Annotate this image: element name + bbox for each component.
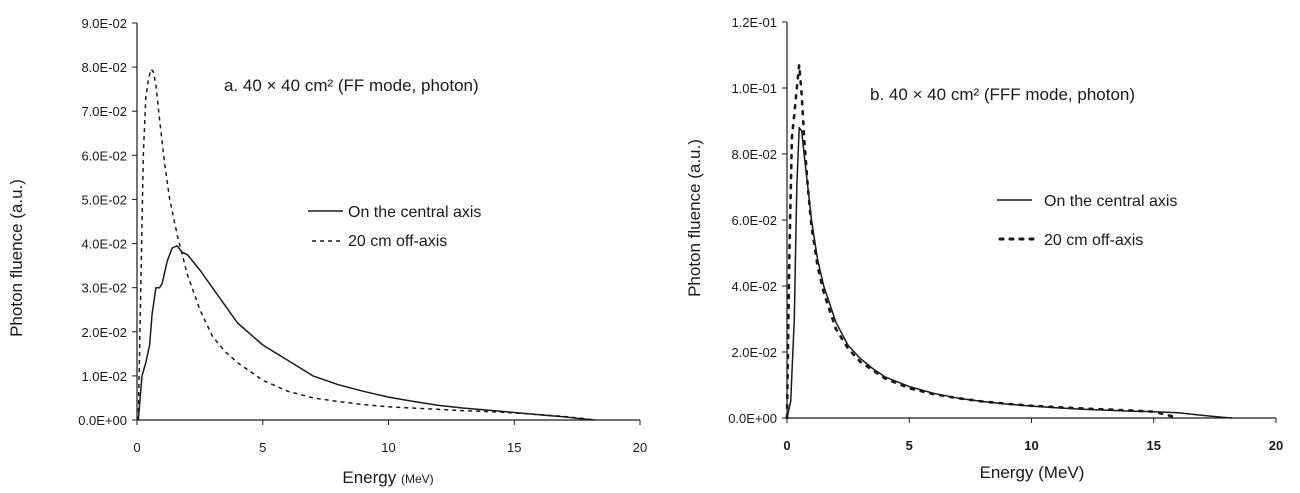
x-axis-label-text: Energy — [342, 468, 396, 487]
x-axis-label-unit: (MeV) — [401, 472, 434, 486]
x-tick-group: 0 5 10 15 20 — [783, 418, 1283, 453]
y-tick-label: 4.0E-02 — [81, 237, 127, 252]
chart-panel-a: 0 5 10 15 20 0.0E+00 1.0E-02 2.0E-02 3.0E-02 4.0… — [7, 16, 647, 487]
y-tick-label: 4.0E-02 — [731, 279, 777, 294]
y-tick-group: 0.0E+00 2.0E-02 4.0E-02 6.0E-02 8.0E-02 1.0E-… — [728, 15, 787, 426]
series-group — [137, 68, 595, 421]
y-axis-label: Photon fluence (a.u.) — [685, 139, 704, 297]
series-line-off-axis — [137, 68, 595, 421]
y-tick-label: 0.0E+00 — [728, 411, 777, 426]
chart-title: a. 40 × 40 cm² (FF mode, photon) — [224, 76, 479, 95]
y-tick-label: 1.0E-02 — [81, 369, 127, 384]
chart-panel-b: 0 5 10 15 20 0.0E+00 2.0E-02 4.0E-02 6.0E-02 8.0… — [685, 15, 1283, 482]
y-tick-label: 1.2E-01 — [731, 15, 777, 30]
y-tick-label: 1.0E-01 — [731, 81, 777, 96]
y-tick-label: 2.0E-02 — [731, 345, 777, 360]
y-tick-group: 0.0E+00 1.0E-02 2.0E-02 3.0E-02 4.0E-02 5.0E-… — [78, 16, 137, 428]
x-tick-label: 10 — [1024, 438, 1038, 453]
y-tick-label: 9.0E-02 — [81, 16, 127, 31]
x-tick-label: 0 — [783, 438, 790, 453]
x-tick-label: 5 — [259, 440, 266, 455]
y-tick-label: 8.0E-02 — [81, 60, 127, 75]
y-axis-label: Photon fluence (a.u.) — [7, 179, 26, 337]
x-axis-label: Energy (MeV) — [342, 468, 433, 487]
y-tick-label: 5.0E-02 — [81, 192, 127, 207]
y-tick-label: 3.0E-02 — [81, 281, 127, 296]
x-tick-label: 15 — [1147, 438, 1161, 453]
legend-label-central-axis: On the central axis — [348, 204, 481, 221]
x-tick-label: 10 — [381, 440, 395, 455]
series-line-off-axis — [785, 63, 1180, 420]
y-tick-label: 8.0E-02 — [731, 147, 777, 162]
series-line-central-axis — [137, 245, 595, 421]
legend-label-off-axis: 20 cm off-axis — [1044, 232, 1143, 249]
legend-label-central-axis: On the central axis — [1044, 193, 1177, 210]
chart-title: b. 40 × 40 cm² (FFF mode, photon) — [870, 85, 1135, 104]
legend-label-off-axis: 20 cm off-axis — [348, 233, 447, 250]
legend: On the central axis 20 cm off-axis — [308, 204, 481, 250]
y-tick-label: 6.0E-02 — [731, 213, 777, 228]
y-tick-label: 6.0E-02 — [81, 148, 127, 163]
y-tick-label: 0.0E+00 — [78, 413, 127, 428]
y-tick-label: 7.0E-02 — [81, 104, 127, 119]
legend: On the central axis 20 cm off-axis — [997, 193, 1177, 249]
series-line-central-axis — [786, 126, 1233, 419]
x-tick-label: 20 — [633, 440, 647, 455]
x-tick-label: 15 — [507, 440, 521, 455]
x-axis-label: Energy (MeV) — [980, 463, 1085, 482]
series-group — [785, 63, 1233, 420]
x-tick-group: 0 5 10 15 20 — [133, 420, 647, 455]
x-tick-label: 5 — [906, 438, 913, 453]
y-tick-label: 2.0E-02 — [81, 325, 127, 340]
x-tick-label: 20 — [1269, 438, 1283, 453]
x-tick-label: 0 — [133, 440, 140, 455]
